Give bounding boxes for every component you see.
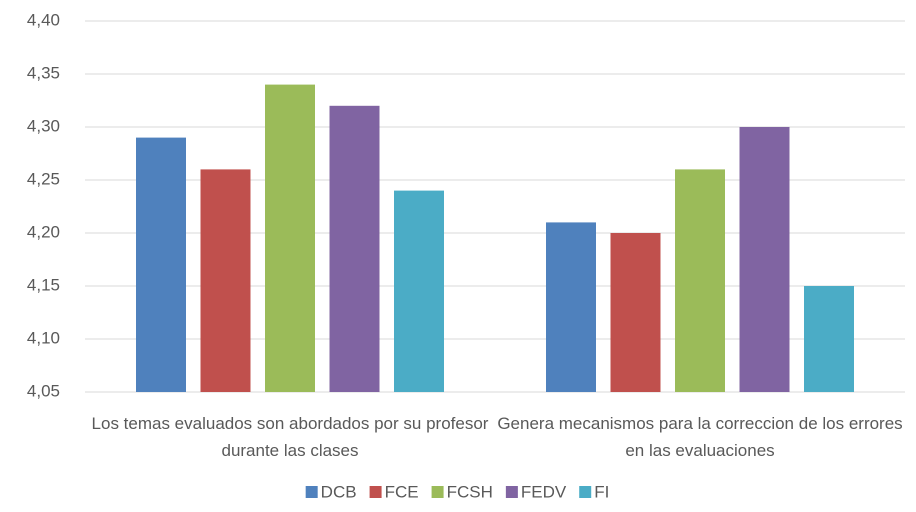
bar [394,190,444,392]
legend-swatch [431,486,444,498]
y-tick-label: 4,25 [27,169,60,188]
x-tick-label: Genera mecanismos para la correccion de … [497,414,903,460]
y-tick-label: 4,10 [27,328,60,347]
legend-label: FCSH [447,482,493,501]
y-tick-label: 4,30 [27,116,60,135]
y-tick-label: 4,05 [27,381,60,400]
legend-label: FCE [385,482,419,501]
bar [675,169,725,392]
legend-swatch [505,486,518,498]
bar [200,169,251,392]
y-tick-label: 4,40 [27,10,60,29]
bar [329,105,380,393]
x-tick-label: Los temas evaluados son abordados por su… [91,414,489,460]
legend-label: DCB [321,482,357,501]
bar [804,286,854,392]
bar [265,84,315,392]
y-tick-label: 4,20 [27,222,60,241]
legend-label: FEDV [521,482,567,501]
bar [136,137,186,392]
y-tick-label: 4,35 [27,63,60,82]
bar [739,127,790,392]
legend-swatch [305,486,318,498]
y-tick-label: 4,15 [27,275,60,294]
bar [610,233,661,392]
legend-swatch [579,486,592,498]
legend-swatch [369,486,382,498]
bar [546,222,596,392]
legend-label: FI [594,482,609,501]
